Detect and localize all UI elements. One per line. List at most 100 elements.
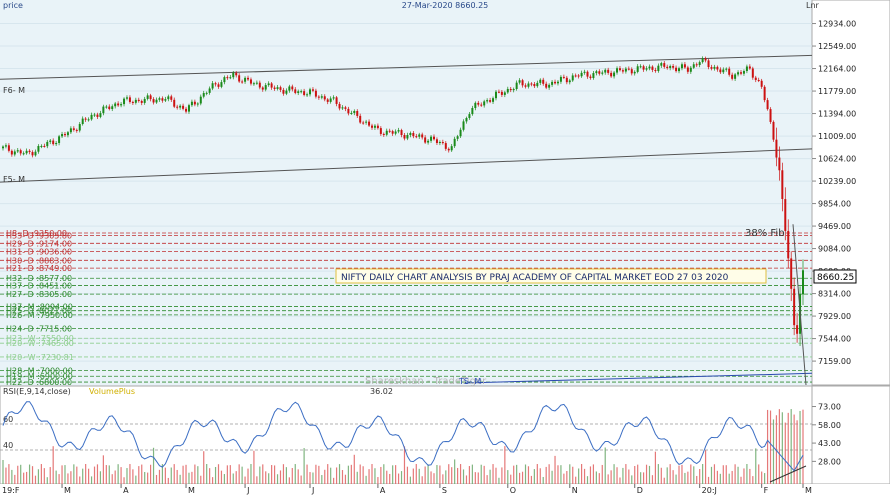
volume-bar [170, 467, 172, 484]
candle-body [176, 106, 179, 108]
volume-bar [58, 474, 60, 484]
volume-bar [578, 468, 580, 484]
volume-bar [362, 466, 364, 484]
volume-bar [486, 475, 488, 484]
candle-body [309, 89, 312, 95]
candle-body [394, 131, 397, 134]
volume-bar [28, 464, 31, 484]
volume-bar [141, 464, 143, 484]
candle-body [430, 136, 433, 141]
volume-bar [397, 473, 400, 484]
candle-body [120, 104, 123, 106]
candle-body [775, 139, 778, 158]
volume-bar [85, 464, 87, 484]
candle-body [341, 107, 344, 109]
volume-bar [471, 464, 473, 484]
volume-bar [778, 409, 780, 484]
price-axis-tick-label: 7544.00 [818, 335, 851, 344]
volume-bar [99, 471, 102, 484]
volume-bar [49, 467, 51, 484]
volume-bar [604, 447, 606, 484]
rsi-axis-tick-label: 28.00 [818, 457, 841, 466]
candle-body [672, 65, 675, 68]
candle-body [46, 141, 49, 147]
level-label: H23- W :7550.00 [6, 334, 74, 343]
volume-bar [114, 470, 116, 484]
candle-body [125, 97, 128, 99]
candle-body [205, 92, 208, 94]
time-axis-label: O [510, 486, 516, 495]
candle-body [143, 98, 146, 103]
x-axis-panel [0, 484, 890, 495]
candle-body [618, 68, 621, 71]
candle-body [757, 79, 760, 81]
candle-body [409, 132, 412, 136]
volume-bar [79, 476, 81, 484]
candle-body [285, 90, 288, 94]
candle-body [453, 138, 456, 147]
volume-bar [117, 464, 119, 484]
volume-bar [96, 464, 99, 484]
price-axis-tick-label: 9084.00 [818, 245, 851, 254]
candle-body [40, 145, 43, 147]
channel-upper-line [0, 54, 813, 80]
candle-body [353, 110, 356, 113]
candle-body [267, 83, 270, 86]
volume-bar [448, 464, 450, 484]
volume-bar [451, 467, 453, 484]
volume-bar [507, 470, 509, 484]
volume-bar [595, 471, 597, 484]
candle-body [624, 68, 627, 72]
volume-bar [291, 468, 293, 484]
volume-bar [554, 455, 556, 484]
rsi-axis-tick-label: 73.00 [818, 403, 841, 412]
candle-body [548, 84, 551, 88]
volume-bar [150, 464, 152, 484]
candle-body [338, 103, 341, 109]
volume-bar [746, 464, 748, 484]
volume-bar [197, 466, 199, 484]
volume-bar [722, 465, 724, 484]
candle-body [698, 62, 701, 66]
volume-bar [315, 464, 317, 484]
volume-bar [566, 471, 568, 484]
volume-bar [297, 469, 299, 484]
candle-body [255, 82, 258, 84]
rsi-panel [0, 385, 813, 485]
volume-bar [430, 471, 432, 484]
volume-bar [67, 473, 69, 484]
candle-body [84, 118, 87, 120]
candle-body [554, 81, 557, 84]
volume-bar [386, 470, 388, 484]
candle-body [689, 67, 692, 72]
volume-bar [480, 464, 482, 484]
candle-body [356, 110, 359, 116]
volume-bar [347, 465, 349, 484]
candle-body [170, 96, 173, 100]
candle-body [418, 134, 421, 137]
time-axis-label: A [123, 486, 129, 495]
candle-body [627, 68, 630, 70]
candle-body [13, 151, 16, 155]
candle-body [10, 150, 13, 155]
volume-bar [102, 455, 104, 484]
candle-body [69, 128, 72, 133]
candle-body [492, 98, 495, 102]
volume-bar [799, 410, 801, 484]
candle-body [99, 113, 102, 117]
chart-title: NIFTY DAILY CHART ANALYSIS BY PRAJ ACADE… [341, 273, 729, 283]
price-axis-tick-label: 7159.00 [818, 357, 851, 366]
candle-body [415, 136, 418, 138]
candle-body [521, 80, 524, 86]
candle-body [49, 140, 52, 142]
candle-body [137, 99, 140, 101]
volume-bar [306, 464, 308, 484]
candle-body [155, 99, 158, 103]
volume-bar [468, 466, 471, 484]
candle-body [748, 66, 751, 69]
volume-bar [273, 465, 276, 484]
volume-bar [769, 410, 772, 484]
candle-body [424, 137, 427, 143]
volume-bar [669, 464, 671, 484]
candle-body [769, 109, 772, 122]
